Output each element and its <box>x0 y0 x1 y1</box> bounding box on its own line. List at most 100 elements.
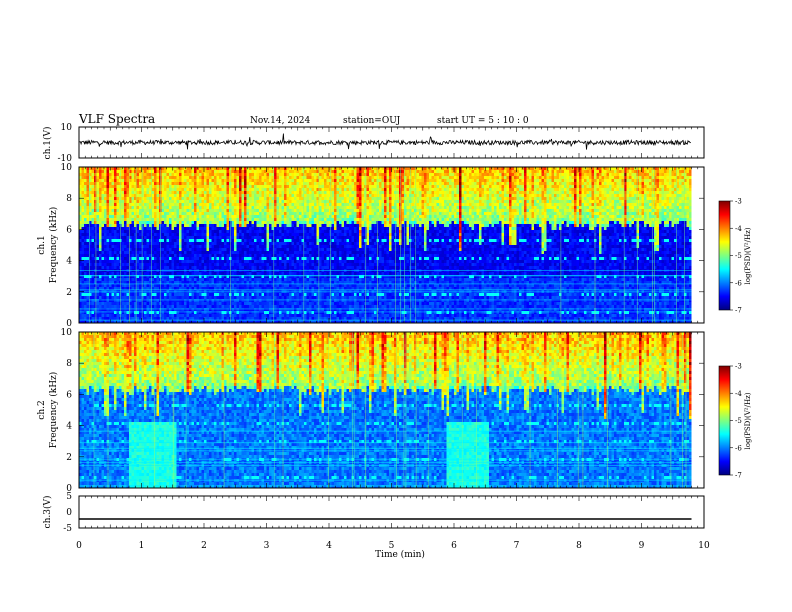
spectrogram-cell <box>161 275 165 279</box>
spectrogram-cell <box>114 308 117 312</box>
spectrogram-cell <box>141 245 145 249</box>
spectrogram-cell <box>124 248 127 252</box>
spectrogram-cell <box>281 305 285 309</box>
spectrogram-cell <box>214 218 217 222</box>
spectrogram-cell <box>149 296 152 300</box>
spectrogram-cell <box>171 317 175 321</box>
spectrogram-cell <box>126 215 130 219</box>
spectrogram-cell <box>84 191 87 195</box>
spectrogram-cell <box>244 245 247 249</box>
spectrogram-cell <box>81 206 85 210</box>
spectrogram-cell <box>209 242 212 246</box>
spectrogram-cell <box>91 176 95 180</box>
spectrogram-cell <box>246 215 250 219</box>
spectrogram-cell <box>274 215 277 219</box>
spectrogram-cell <box>144 215 147 219</box>
spectrogram-cell <box>214 299 217 303</box>
spectrogram-cell <box>251 251 255 255</box>
spectrogram-cell <box>216 236 220 240</box>
spectrogram-cell <box>221 251 225 255</box>
spectrogram-cell <box>234 281 237 285</box>
spectrogram-cell <box>81 197 85 201</box>
spectrogram-cell <box>156 311 160 315</box>
header-start-time: start UT = 5 : 10 : 0 <box>437 116 529 126</box>
spectrogram-cell <box>166 266 170 270</box>
spectrogram-cell <box>221 248 225 252</box>
spectrogram-cell <box>126 194 130 198</box>
spectrogram-cell <box>266 242 270 246</box>
spectrogram-cell <box>84 179 87 183</box>
spectrogram-cell <box>189 221 192 225</box>
spectrogram-cell <box>191 218 195 222</box>
spectrogram-cell <box>129 308 132 312</box>
spectrogram-cell <box>156 173 160 177</box>
spectrogram-cell <box>151 212 155 216</box>
spectrogram-cell <box>179 221 182 225</box>
spectrogram-cell <box>94 305 97 309</box>
spectrogram-cell <box>274 248 277 252</box>
spectrogram-cell <box>181 242 185 246</box>
spectrogram-cell <box>216 284 220 288</box>
spectrogram-cell <box>259 245 262 249</box>
spectrogram-cell <box>94 284 97 288</box>
spectrogram-cell <box>171 212 175 216</box>
spectrogram-cell <box>96 284 100 288</box>
spectrogram-cell <box>136 278 140 282</box>
spectrogram-cell <box>274 206 277 210</box>
spectrogram-cell <box>164 182 167 186</box>
spectrogram-cell <box>141 314 145 318</box>
spectrogram-cell <box>126 188 130 192</box>
spectrogram-cell <box>234 305 237 309</box>
spectrogram-cell <box>274 254 277 258</box>
spectrogram-cell <box>171 260 175 264</box>
spectrogram-cell <box>184 302 187 306</box>
spectrogram-cell <box>271 311 275 315</box>
spectrogram-cell <box>246 245 250 249</box>
spectrogram-cell <box>284 317 287 321</box>
spectrogram-cell <box>244 254 247 258</box>
spectrogram-cell <box>296 287 300 291</box>
spectrogram-cell <box>166 167 170 171</box>
spectrogram-cell <box>294 194 297 198</box>
spectrogram-cell <box>89 248 92 252</box>
spectrogram-cell <box>276 170 280 174</box>
spectrogram-cell <box>146 191 150 195</box>
spectrogram-cell <box>106 266 110 270</box>
spectrogram-cell <box>111 242 115 246</box>
spectrogram-cell <box>194 275 197 279</box>
spectrogram-cell <box>219 227 222 231</box>
spectrogram-cell <box>276 182 280 186</box>
spectrogram-cell <box>104 179 107 183</box>
spectrogram-cell <box>281 242 285 246</box>
spectrogram-cell <box>199 251 202 255</box>
spectrogram-cell <box>294 215 297 219</box>
spectrogram-cell <box>179 185 182 189</box>
spectrogram-cell <box>106 215 110 219</box>
spectrogram-cell <box>126 218 130 222</box>
spectrogram-cell <box>114 179 117 183</box>
spectrogram-cell <box>304 212 307 216</box>
spectrogram-cell <box>199 260 202 264</box>
spectrogram-cell <box>284 227 287 231</box>
spectrogram-cell <box>291 299 295 303</box>
spectrogram-cell <box>141 188 145 192</box>
spectrogram-cell <box>301 284 305 288</box>
spectrogram-cell <box>299 203 302 207</box>
spectrogram-cell <box>146 293 150 297</box>
spectrogram-cell <box>184 188 187 192</box>
spectrogram-cell <box>254 206 257 210</box>
spectrogram-cell <box>249 287 252 291</box>
spectrogram-cell <box>94 179 97 183</box>
spectrogram-cell <box>304 224 307 228</box>
spectrogram-cell <box>79 200 82 204</box>
spectrogram-cell <box>289 176 292 180</box>
spectrogram-cell <box>296 200 300 204</box>
spectrogram-cell <box>131 230 135 234</box>
spectrogram-cell <box>191 203 195 207</box>
spectrogram-cell <box>281 248 285 252</box>
spectrogram-cell <box>186 233 190 237</box>
spectrogram-cell <box>211 242 215 246</box>
spectrogram-cell <box>116 221 120 225</box>
spectrogram-cell <box>129 221 132 225</box>
